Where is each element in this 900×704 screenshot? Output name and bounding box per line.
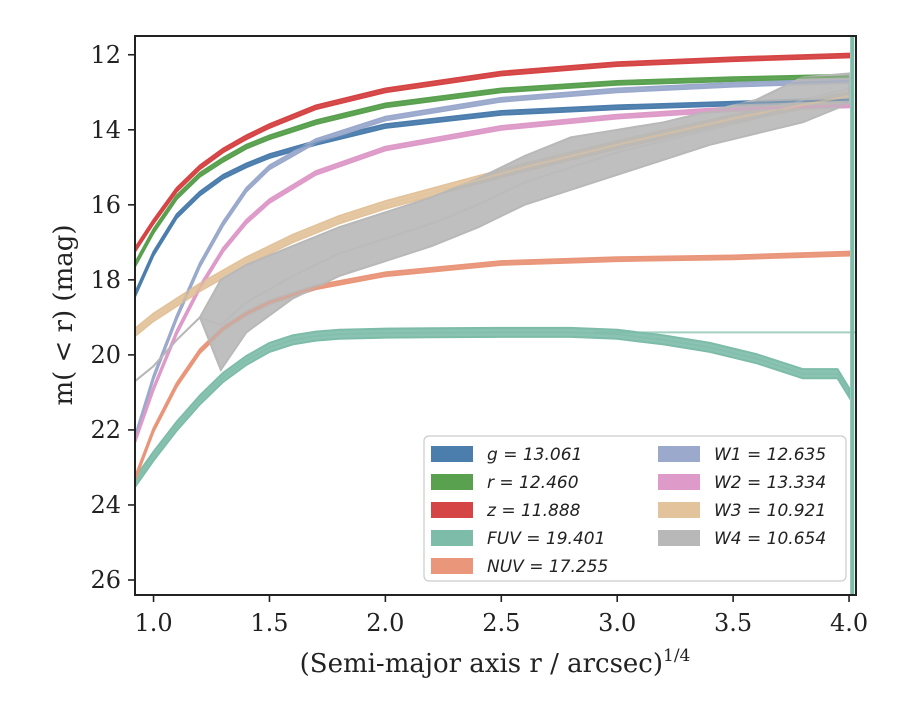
line-w4 <box>135 87 850 382</box>
band-fuv <box>135 326 850 489</box>
legend-label: z = 11.888 <box>486 501 581 521</box>
legend-label: W3 = 10.921 <box>714 501 826 521</box>
legend-label: g = 13.061 <box>487 445 582 465</box>
y-tick-label: 20 <box>90 341 121 369</box>
x-tick-label: 4.0 <box>830 609 868 637</box>
y-tick-label: 12 <box>90 41 121 69</box>
legend-swatch <box>658 530 700 546</box>
legend-label: r = 12.460 <box>487 473 579 493</box>
y-tick-label: 26 <box>90 566 121 594</box>
line-g <box>135 98 850 296</box>
legend-label: W1 = 12.635 <box>714 445 826 465</box>
x-axis-title-superscript: 1/4 <box>663 646 690 666</box>
lines-layer <box>135 54 856 483</box>
x-tick-label: 1.5 <box>250 609 288 637</box>
x-tick-label: 3.0 <box>598 609 636 637</box>
line-w3 <box>135 95 850 334</box>
line-nuv <box>135 252 850 480</box>
line-fuv <box>135 331 850 483</box>
legend-swatch <box>431 558 473 574</box>
legend-swatch <box>658 474 700 490</box>
y-tick-label: 14 <box>90 116 121 144</box>
legend-label: W4 = 10.654 <box>714 529 826 549</box>
x-axis-title: (Semi-major axis r / arcsec)1/4 <box>300 646 691 679</box>
x-tick-label: 3.5 <box>714 609 752 637</box>
legend-box <box>423 435 847 582</box>
line-z <box>135 54 850 251</box>
band-z <box>135 52 850 254</box>
x-tick-label: 1.0 <box>134 609 172 637</box>
line-r <box>135 75 850 266</box>
legend-swatch <box>431 502 473 518</box>
y-tick-label: 24 <box>90 491 121 519</box>
y-axis-ticks: 12 14 16 18 20 22 24 26 <box>90 41 135 594</box>
x-tick-label: 2.0 <box>366 609 404 637</box>
y-tick-label: 22 <box>90 416 121 444</box>
fuv-edge <box>850 36 855 595</box>
legend-swatch <box>431 446 473 462</box>
y-axis-title: m( < r) (mag) <box>49 224 79 405</box>
legend-swatch <box>431 530 473 546</box>
x-axis-ticks: 1.0 1.5 2.0 2.5 3.0 3.5 4.0 <box>134 595 868 637</box>
legend-swatch <box>658 502 700 518</box>
legend-swatch <box>658 446 700 462</box>
legend-label: FUV = 19.401 <box>487 529 605 549</box>
x-tick-label: 2.5 <box>482 609 520 637</box>
plot-frame <box>134 35 857 596</box>
y-tick-label: 18 <box>90 266 121 294</box>
legend-label: W2 = 13.334 <box>714 473 826 493</box>
legend-swatch <box>431 474 473 490</box>
legend: g = 13.061 r = 12.460 z = 11.888 FUV = 19.4… <box>423 435 847 582</box>
line-w2 <box>135 104 850 442</box>
legend-label: NUV = 17.255 <box>487 557 608 577</box>
y-tick-label: 16 <box>90 191 121 219</box>
line-w1 <box>135 80 850 438</box>
